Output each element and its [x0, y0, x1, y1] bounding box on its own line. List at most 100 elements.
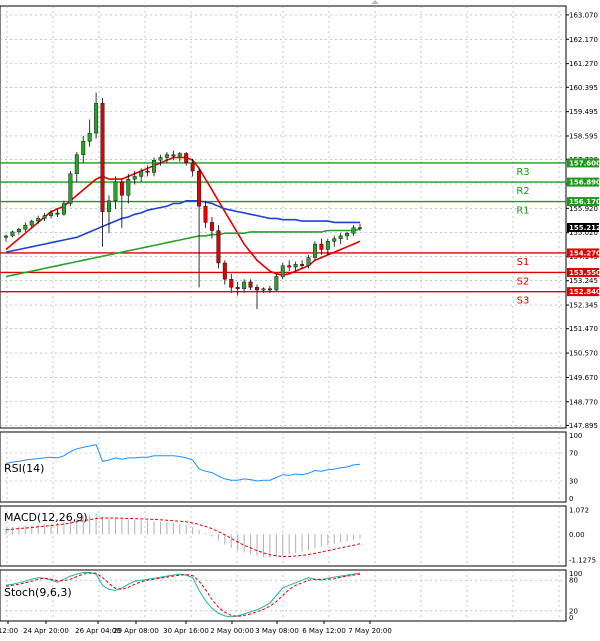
level-price-tag: 156.170	[569, 198, 600, 206]
candle-bull	[312, 243, 317, 258]
candle-bull	[49, 212, 54, 216]
candle-bull	[242, 281, 247, 289]
candle-bear	[222, 262, 227, 280]
candle-bear	[235, 287, 240, 289]
moving-average-line-2	[5, 228, 361, 278]
price-tick-label: 148.770	[569, 398, 598, 406]
candle-bear	[300, 264, 305, 266]
macd-tick-label: -1.1275	[569, 556, 596, 564]
rsi-label: RSI(14)	[4, 462, 44, 475]
candle-bear	[248, 281, 253, 288]
level-price-tag: 152.840	[569, 288, 600, 296]
candle-bull	[126, 178, 131, 196]
macd-signal-line	[5, 517, 361, 557]
level-label-r1: R1	[516, 206, 529, 217]
stoch-d-line	[5, 572, 361, 617]
candle-bull	[332, 238, 337, 242]
rsi-tick-label: 0	[569, 495, 573, 503]
level-price-tag-bg	[567, 158, 599, 168]
rsi-tick-label: 30	[569, 478, 578, 486]
level-price-tag: 153.550	[569, 269, 600, 277]
candle-bull	[351, 227, 356, 234]
macd-label: MACD(12,26,9)	[4, 511, 88, 524]
level-price-tag-bg	[567, 287, 599, 297]
candle-bull	[23, 224, 28, 230]
level-price-tag-bg	[567, 248, 599, 258]
candle-bear	[203, 205, 208, 223]
macd-tick-label: 1.072	[569, 507, 589, 515]
level-price-tag-bg	[567, 267, 599, 277]
candle-bear	[100, 103, 105, 212]
candle-bull	[4, 235, 8, 238]
candle-bull	[139, 170, 144, 177]
candle-bull	[132, 176, 137, 180]
candle-bull	[325, 241, 330, 250]
level-price-tag: 157.600	[569, 159, 600, 167]
time-tick-label: 30 Apr 16:00	[163, 627, 209, 635]
time-tick-label: 7 May 20:00	[348, 627, 392, 635]
candle-bear	[229, 279, 234, 288]
candle-bull	[158, 157, 163, 161]
price-tick-label: 155.020	[569, 229, 598, 237]
time-tick-label: 26 Apr 04:00	[75, 627, 121, 635]
candle-bull	[113, 181, 118, 201]
candle-bull	[61, 203, 66, 215]
current-price-tag: 155.212	[569, 224, 600, 232]
stoch-label: Stoch(9,6,3)	[4, 586, 72, 599]
candle-bear	[171, 154, 176, 157]
price-tick-label: 159.495	[569, 108, 598, 116]
candle-bull	[42, 215, 47, 219]
level-label-s2: S2	[517, 276, 530, 287]
level-label-r3: R3	[516, 167, 529, 178]
rsi-tick-label: 100	[569, 432, 582, 440]
time-tick-label: 24 Apr 20:00	[23, 627, 69, 635]
candle-bull	[29, 220, 34, 226]
level-price-tag-bg	[567, 197, 599, 207]
price-tick-label: 162.170	[569, 36, 598, 44]
scroll-marker-icon	[371, 0, 379, 4]
price-tick-label: 153.245	[569, 277, 598, 285]
level-price-tag-bg	[567, 177, 599, 187]
rsi-tick-label: 70	[569, 450, 578, 458]
rsi-line	[5, 444, 361, 482]
candle-bear	[190, 162, 195, 172]
time-tick-label: 6 May 12:00	[302, 627, 346, 635]
level-price-tag: 156.890	[569, 179, 600, 187]
candle-bull	[306, 257, 311, 266]
candle-bear	[184, 153, 189, 164]
level-label-s1: S1	[517, 257, 530, 268]
candle-bull	[68, 173, 73, 204]
level-label-s3: S3	[517, 296, 530, 307]
time-tick-label: 29 Apr 08:00	[113, 627, 159, 635]
stoch-tick-label: 20	[569, 607, 578, 615]
candle-bear	[209, 222, 214, 231]
price-tick-label: 149.670	[569, 374, 598, 382]
candle-bull	[10, 231, 15, 237]
candle-bear	[197, 170, 202, 207]
current-price-tag-bg	[567, 222, 599, 232]
candle-bear	[216, 230, 221, 264]
price-tick-label: 161.270	[569, 60, 598, 68]
level-price-tag: 154.270	[569, 249, 600, 257]
stoch-tick-label: 80	[569, 577, 578, 585]
candle-bull	[261, 288, 266, 291]
candle-bull	[177, 153, 182, 157]
stoch-tick-label: 0	[569, 614, 573, 622]
time-tick-label: 2 May 00:00	[210, 627, 254, 635]
candle-bear	[255, 287, 259, 291]
level-label-r2: R2	[516, 186, 529, 197]
candle-bull	[152, 159, 157, 173]
time-tick-label: 12:00	[0, 627, 18, 635]
macd-tick-label: 0.00	[569, 531, 585, 539]
candle-bear	[267, 288, 272, 291]
candle-bull	[274, 276, 279, 291]
candle-bull	[94, 103, 99, 134]
candle-bull	[345, 233, 350, 237]
price-tick-label: 155.920	[569, 205, 598, 213]
price-tick-label: 158.595	[569, 132, 598, 140]
price-tick-label: 152.345	[569, 302, 598, 310]
time-tick-label: 3 May 08:00	[255, 627, 299, 635]
price-tick-label: 150.570	[569, 350, 598, 358]
